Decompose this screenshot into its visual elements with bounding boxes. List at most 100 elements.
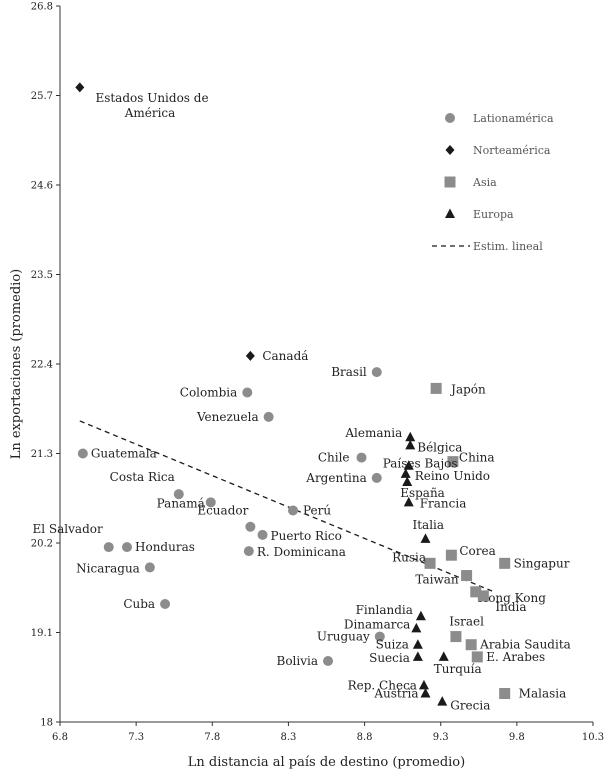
data-point: [403, 460, 414, 470]
y-tick-label: 22.4: [31, 360, 53, 371]
x-tick-label: 7.8: [204, 732, 220, 743]
data-label: India: [495, 600, 526, 614]
data-point: [402, 476, 413, 486]
data-point: [499, 557, 511, 569]
y-tick-label: 18: [40, 718, 53, 729]
data-point: [499, 688, 511, 700]
data-label: Rep. Checa: [348, 678, 417, 692]
data-point: [263, 411, 274, 422]
data-point: [424, 557, 436, 569]
data-label: E. Arabes: [486, 650, 545, 664]
data-label: China: [459, 451, 495, 465]
data-point: [160, 599, 171, 610]
data-label: Venezuela: [196, 410, 259, 424]
data-label: Costa Rica: [110, 470, 175, 484]
data-label: Suiza: [376, 638, 409, 652]
data-label: Suecia: [369, 651, 410, 665]
data-point: [403, 496, 414, 507]
data-label: Puerto Rico: [271, 529, 342, 543]
data-label: Perú: [303, 503, 331, 517]
data-point: [103, 542, 114, 553]
data-label: Estados Unidos de América: [95, 91, 208, 120]
data-point: [245, 521, 256, 532]
data-point: [438, 651, 449, 661]
data-point: [437, 696, 448, 706]
x-tick-label: 9.3: [433, 732, 449, 743]
data-point: [470, 586, 482, 598]
data-label: Brasil: [331, 365, 367, 379]
data-point: [122, 542, 133, 553]
legend-label: Europa: [473, 208, 514, 221]
data-point: [461, 570, 473, 582]
data-label: Reino Unido: [415, 469, 490, 483]
legend-marker: [445, 145, 455, 155]
data-point: [75, 82, 85, 93]
data-label: Panamá: [157, 496, 205, 510]
y-tick-label: 24.6: [31, 181, 53, 192]
data-point: [173, 489, 184, 500]
data-label: Francia: [420, 496, 467, 510]
data-point: [430, 382, 442, 394]
data-point: [371, 367, 382, 378]
legend: Lationamérica Norteamérica Asia Europa Estim…: [432, 112, 554, 253]
data-label: Bélgica: [417, 440, 462, 454]
data-label: Corea: [459, 544, 495, 558]
data-label: Chile: [318, 451, 350, 465]
data-point: [356, 452, 367, 463]
data-point: [412, 651, 423, 661]
data-label: Israel: [449, 615, 484, 629]
data-label: Taiwan: [415, 573, 458, 587]
data-label: Grecia: [450, 699, 490, 713]
y-tick-label: 23.5: [31, 270, 53, 281]
data-point: [323, 655, 334, 666]
y-tick-label: 19.1: [31, 628, 53, 639]
x-tick-label: 6.8: [52, 732, 68, 743]
y-tick-label: 26.8: [31, 2, 53, 13]
data-label: Alemania: [344, 426, 402, 440]
data-label: Guatemala: [91, 447, 157, 461]
data-label: Nicaragua: [76, 561, 140, 575]
legend-label: Asia: [472, 176, 497, 189]
data-label: El Salvador: [33, 522, 103, 536]
x-tick-label: 8.3: [280, 732, 296, 743]
data-label: Colombia: [180, 385, 238, 399]
data-label: Cuba: [123, 597, 155, 611]
data-points: Guatemala Costa Rica Panamá El Salvador Hond…: [33, 82, 571, 713]
data-label: Austria: [373, 687, 418, 701]
data-point: [412, 639, 423, 649]
data-point: [477, 590, 489, 602]
y-axis-title: Ln exportaciones (promedio): [9, 269, 24, 459]
y-tick-label: 20.2: [31, 539, 53, 550]
data-label: Uruguay: [317, 630, 370, 644]
data-point: [77, 448, 88, 459]
data-point: [374, 631, 385, 642]
data-point: [243, 546, 254, 557]
data-label: Honduras: [135, 540, 195, 554]
x-tick-label: 7.3: [128, 732, 144, 743]
legend-label: Estim. lineal: [473, 240, 543, 253]
data-point: [287, 505, 298, 516]
data-point: [471, 651, 483, 663]
data-point: [415, 610, 426, 621]
data-point: [405, 431, 416, 442]
data-point: [371, 472, 382, 483]
data-label: Singapur: [514, 556, 570, 570]
legend-marker: [445, 113, 455, 123]
legend-marker: [445, 208, 455, 218]
data-point: [245, 350, 255, 361]
data-label: Turquía: [434, 662, 482, 676]
data-point: [144, 562, 155, 573]
x-tick-label: 10.3: [582, 732, 604, 743]
y-tick-label: 21.3: [31, 449, 53, 460]
data-point: [405, 439, 416, 450]
data-label: R. Dominicana: [257, 545, 346, 559]
data-label: Finlandia: [356, 603, 413, 617]
data-label: Arabia Saudita: [479, 638, 571, 652]
data-label: Italia: [412, 518, 444, 532]
x-tick-label: 8.8: [357, 732, 373, 743]
data-label: Dinamarca: [344, 617, 411, 631]
data-point: [450, 631, 462, 643]
axis-ticks: 6.8 7.3 7.8 8.3 8.8 9.3 9.8 10.3 18 19.1 20.2 21.3 2…: [31, 2, 604, 744]
legend-marker: [444, 176, 456, 188]
